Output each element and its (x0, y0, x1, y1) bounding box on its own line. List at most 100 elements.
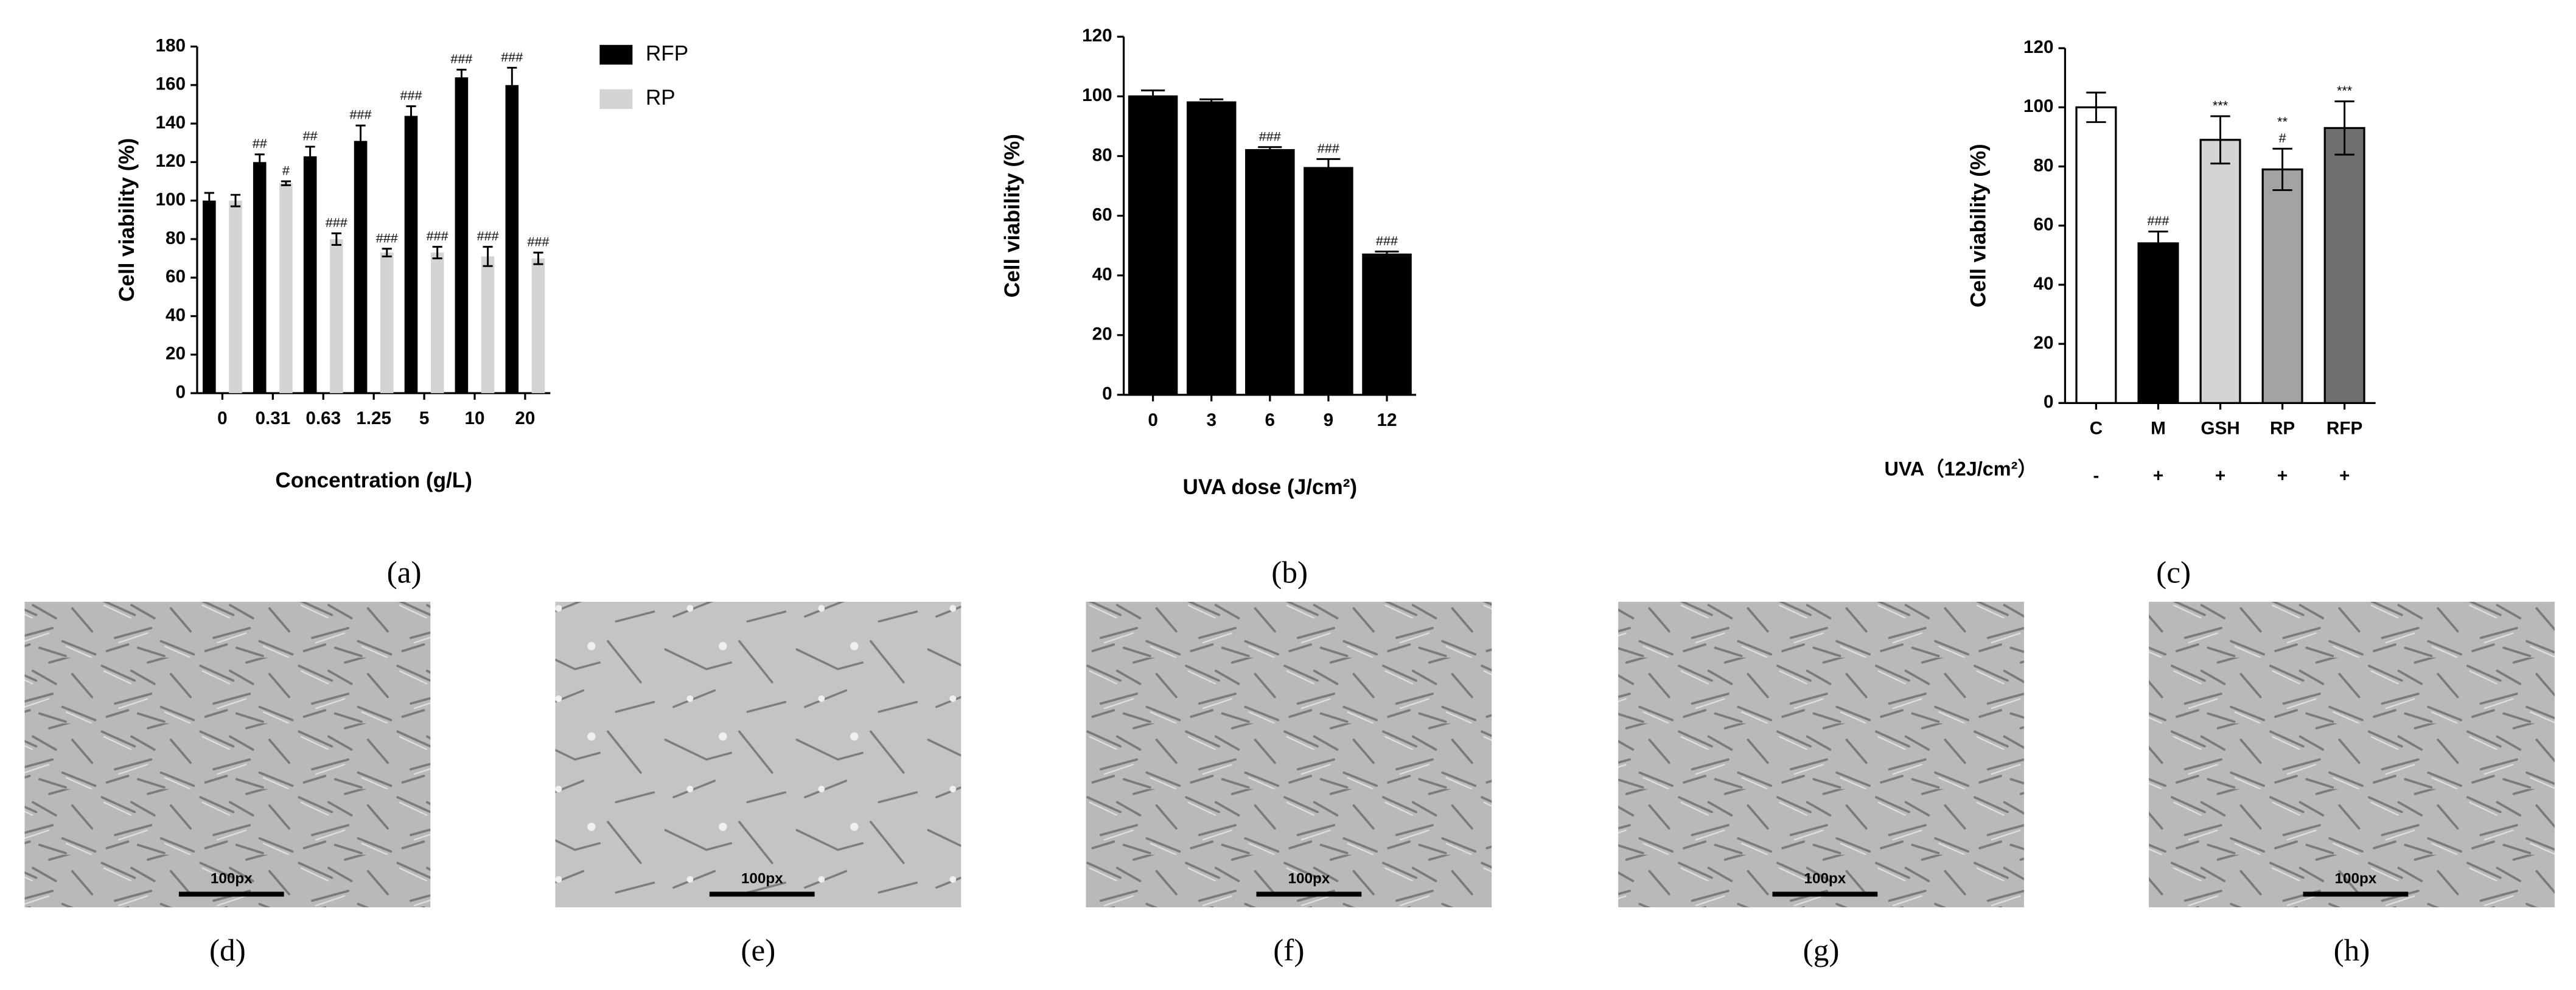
error-bar (2334, 100, 2354, 156)
annotation: ### (450, 51, 472, 66)
y-tick-label: 80 (1092, 145, 1112, 165)
x-tick-label: 20 (515, 408, 535, 428)
scale-bar-label: 100px (1804, 871, 1846, 887)
y-tick-label: 80 (166, 228, 186, 248)
annotation: ### (1376, 233, 1398, 248)
scale-bar-label: 100px (211, 871, 253, 887)
error-bar (204, 192, 214, 209)
annotation: ### (376, 230, 398, 245)
annotation: ## (253, 136, 267, 151)
bar (229, 200, 242, 394)
panel-label: (c) (2156, 556, 2191, 590)
error-bar (1375, 250, 1399, 259)
error-bar (230, 193, 241, 207)
x-tick-label: 3 (1206, 410, 1216, 430)
row-value: + (2339, 466, 2350, 486)
error-bar (1141, 89, 1165, 103)
y-tick-label: 60 (166, 267, 186, 287)
annotation: *** (2337, 83, 2353, 98)
annotation: ### (326, 215, 347, 230)
error-bar (1199, 98, 1224, 106)
y-tick-label: 80 (2033, 155, 2053, 175)
bar (505, 85, 519, 394)
bar (404, 116, 418, 394)
x-tick-label: RP (2270, 418, 2295, 438)
y-tick-label: 20 (1092, 324, 1112, 344)
error-bar (456, 68, 467, 86)
legend-swatch (599, 44, 633, 65)
y-tick-label: 140 (156, 113, 186, 133)
y-axis-label: Cell viability (%) (1000, 134, 1024, 298)
y-axis-label: Cell viability (%) (1966, 144, 1990, 307)
row-value: + (2153, 466, 2163, 486)
row-value: + (2277, 466, 2288, 486)
x-tick-label: 6 (1265, 410, 1276, 430)
annotation: ** (2277, 114, 2288, 129)
bar (380, 253, 394, 394)
annotation: ### (1259, 128, 1281, 144)
panel-label: (g) (1803, 933, 1840, 967)
bar (354, 141, 368, 394)
panel-label: (a) (387, 556, 422, 590)
error-bar (254, 153, 265, 171)
micrograph (1618, 601, 2024, 908)
error-bar (432, 246, 442, 260)
y-tick-label: 0 (176, 382, 186, 402)
x-tick-label: 1.25 (356, 408, 391, 428)
y-axis-label: Cell viability (%) (115, 138, 139, 302)
annotation: ### (501, 49, 523, 64)
y-tick-label: 160 (156, 74, 186, 94)
error-bar (406, 105, 416, 127)
error-bar (2086, 91, 2106, 124)
micrograph (24, 601, 431, 908)
bar (2199, 139, 2241, 404)
y-tick-label: 20 (2033, 333, 2053, 353)
y-tick-label: 0 (2044, 392, 2054, 412)
x-tick-label: 0 (217, 408, 228, 428)
bar (330, 239, 343, 394)
bar (2261, 168, 2303, 404)
bar (1362, 253, 1412, 396)
row-value: - (2093, 466, 2099, 486)
scale-bar-label: 100px (741, 871, 783, 887)
annotation: ## (303, 128, 318, 144)
error-bar (2148, 230, 2168, 256)
legend-swatch (599, 89, 633, 110)
bar (430, 253, 444, 394)
bar (253, 162, 267, 394)
x-tick-label: M (2151, 418, 2166, 438)
x-tick-label: 12 (1377, 410, 1397, 430)
bar (2323, 127, 2365, 404)
bar (481, 256, 495, 394)
x-axis-label: UVA dose (J/cm²) (1183, 475, 1358, 499)
error-bar (305, 145, 315, 167)
panel-label: (h) (2334, 933, 2370, 967)
x-axis-label: Concentration (g/L) (275, 469, 472, 492)
y-tick-label: 40 (166, 305, 186, 325)
annotation: ### (2147, 213, 2169, 228)
bar (1186, 101, 1237, 396)
y-tick-label: 120 (2023, 37, 2054, 57)
y-tick-label: 120 (1082, 26, 1112, 46)
x-tick-label: C (2090, 418, 2103, 438)
y-tick-label: 60 (1092, 204, 1112, 225)
x-tick-label: 5 (419, 408, 430, 428)
annotation: ### (477, 228, 499, 243)
micrograph (1086, 601, 1492, 908)
row-label: UVA（12J/cm²） (1884, 458, 2037, 480)
row-value: + (2215, 466, 2225, 486)
bar (2075, 106, 2117, 404)
annotation: # (2279, 130, 2286, 145)
y-tick-label: 180 (156, 35, 186, 55)
x-tick-label: 0 (1148, 410, 1158, 430)
bar (1128, 95, 1178, 396)
x-tick-label: 9 (1324, 410, 1334, 430)
x-tick-label: RFP (2326, 418, 2362, 438)
bar (531, 258, 545, 394)
micrograph (2149, 601, 2555, 908)
scale-bar-label: 100px (1288, 871, 1330, 887)
legend-label: RFP (646, 41, 688, 65)
x-tick-label: GSH (2201, 418, 2239, 438)
error-bar (507, 66, 517, 103)
